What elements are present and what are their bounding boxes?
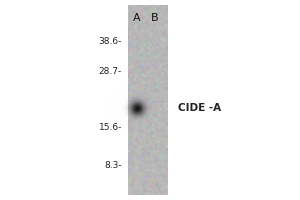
Text: A: A xyxy=(133,13,141,23)
Text: B: B xyxy=(151,13,159,23)
Text: 15.6-: 15.6- xyxy=(99,123,122,132)
Text: 8.3-: 8.3- xyxy=(104,160,122,170)
Text: 28.7-: 28.7- xyxy=(99,68,122,76)
Text: 38.6-: 38.6- xyxy=(99,38,122,46)
Text: CIDE -A: CIDE -A xyxy=(178,103,221,113)
